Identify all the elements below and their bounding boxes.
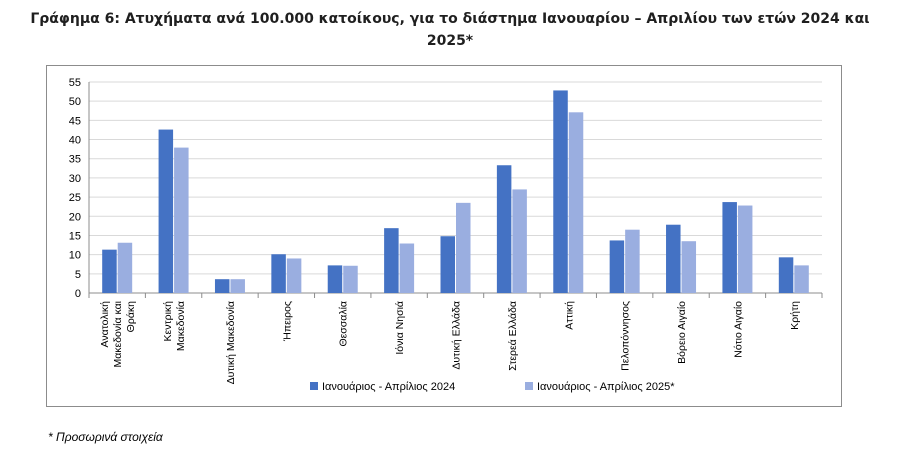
y-tick-label: 25 (69, 192, 81, 204)
legend-label: Ιανουάριος - Απρίλιος 2024 (322, 381, 455, 393)
chart-title: Γράφημα 6: Ατυχήματα ανά 100.000 κατοίκο… (30, 11, 870, 49)
y-tick-label: 15 (69, 230, 81, 242)
x-tick-label-line: Ήπειρος (281, 301, 293, 342)
y-tick-label: 20 (69, 211, 81, 223)
y-tick-label: 35 (69, 154, 81, 166)
bar-series-2025 (625, 229, 640, 293)
bar-series-2024 (666, 224, 681, 293)
y-tick-label: 0 (75, 288, 81, 300)
bar-series-2024 (496, 165, 512, 293)
bar-series-2024 (440, 236, 455, 293)
bar-series-2024 (102, 249, 117, 293)
x-tick-label: Ιόνια Νησιά (394, 301, 406, 355)
bar-series-2024 (158, 129, 174, 293)
bar-series-2024 (327, 265, 343, 293)
y-tick-label: 50 (69, 96, 81, 108)
bar-series-2025 (456, 202, 471, 293)
x-tick-label: Κρήτη (789, 301, 801, 330)
legend-swatch (525, 382, 533, 390)
bar-series-2024 (722, 202, 737, 293)
footnote: * Προσωρινά στοιχεία (48, 430, 163, 444)
x-tick-label: Στερεά Ελλάδα (507, 301, 519, 371)
bar-series-2025 (512, 189, 527, 293)
bar-series-2025 (399, 243, 415, 293)
x-tick-label-line: Κεντρική (162, 301, 174, 342)
x-tick-label-line: Βόρειο Αιγαίο (676, 301, 688, 364)
x-tick-label-line: Θεσσαλία (338, 301, 350, 347)
x-tick-label-line: Στερεά Ελλάδα (507, 301, 519, 371)
x-tick-label-line: Δυτική Ελλάδα (451, 301, 463, 370)
legend-label: Ιανουάριος - Απρίλιος 2025* (537, 381, 675, 393)
x-tick-label: Δυτική Ελλάδα (451, 301, 463, 370)
bar-series-2025 (117, 242, 133, 293)
x-tick-label: Βόρειο Αιγαίο (676, 301, 688, 364)
bar-series-2025 (286, 258, 302, 293)
x-tick-label-line: Ιόνια Νησιά (394, 301, 406, 355)
bar-series-2025 (681, 241, 697, 293)
x-tick-label: Αττική (563, 301, 575, 330)
bar-series-2025 (230, 279, 245, 293)
y-tick-label: 10 (69, 250, 81, 262)
x-tick-label: Κεντρική Μακεδονία (162, 301, 187, 351)
x-tick-label-line: Μακεδονία και (112, 300, 124, 367)
bar-series-2024 (553, 90, 568, 293)
bar-series-2025 (737, 205, 753, 293)
y-tick-label: 40 (69, 135, 81, 147)
x-tick-label-line: Δυτική Μακεδονία (225, 301, 237, 384)
x-tick-label: Νότιο Αιγαίο (732, 301, 744, 358)
bar-series-2024 (214, 279, 230, 293)
bar-series-2025 (343, 265, 358, 293)
x-tick-label-line: Ανατολική (99, 301, 111, 348)
x-tick-label: Ανατολική Μακεδονία και Θράκη (99, 300, 137, 367)
bar-series-2025 (568, 112, 584, 293)
x-tick-label-line: Μακεδονία (175, 301, 187, 351)
bar-series-2025 (794, 265, 809, 293)
bar-series-2025 (174, 147, 189, 293)
x-tick-label: Ήπειρος (281, 301, 293, 342)
x-tick-label-line: Νότιο Αιγαίο (732, 301, 744, 358)
bar-series-2024 (609, 240, 625, 293)
x-tick-label: Θεσσαλία (338, 301, 350, 347)
bar-series-2024 (778, 257, 794, 293)
x-tick-label-line: Αττική (563, 301, 575, 330)
x-tick-label: Πελοπόννησος (620, 301, 632, 371)
chart-area: 0 5 10 15 20 25 30 35 40 45 50 55 Ανατολική Μακεδονία… (46, 65, 842, 407)
x-tick-label-line: Πελοπόννησος (620, 301, 632, 371)
y-tick-label: 30 (69, 173, 81, 185)
x-tick-label: Δυτική Μακεδονία (225, 301, 237, 384)
y-tick-label: 5 (75, 269, 81, 281)
legend-swatch (310, 382, 318, 390)
bar-series-2024 (271, 254, 286, 293)
bar-series-2024 (384, 228, 399, 293)
y-tick-label: 55 (69, 77, 81, 89)
x-tick-label-line: Κρήτη (789, 301, 801, 330)
x-tick-label-line: Θράκη (125, 301, 137, 332)
y-tick-label: 45 (69, 115, 81, 127)
